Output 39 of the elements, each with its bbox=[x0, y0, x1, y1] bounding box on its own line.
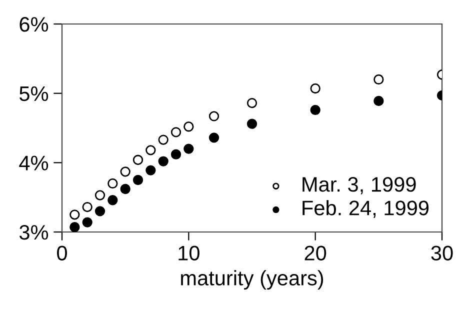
x-axis-title: maturity (years) bbox=[181, 270, 324, 290]
point bbox=[82, 217, 92, 228]
point bbox=[246, 118, 258, 129]
point bbox=[170, 149, 182, 160]
point bbox=[246, 98, 258, 108]
y-tick-label: 6% bbox=[20, 17, 48, 32]
point bbox=[132, 154, 144, 165]
point bbox=[374, 74, 384, 85]
x-tick-label: 0 bbox=[57, 246, 67, 260]
x-tick-label: 20 bbox=[304, 246, 326, 260]
x-tick-label: 30 bbox=[431, 246, 453, 260]
y-tick-label: 5% bbox=[20, 86, 48, 102]
point bbox=[82, 202, 92, 212]
point bbox=[184, 122, 194, 132]
point bbox=[170, 127, 182, 138]
point bbox=[120, 184, 130, 194]
y-tick-label: 4% bbox=[19, 156, 48, 170]
point bbox=[146, 165, 156, 176]
point bbox=[374, 96, 384, 106]
point bbox=[146, 145, 156, 156]
legend-label: Feb. 24, 1999 bbox=[302, 200, 429, 218]
y-tick-label: 3% bbox=[19, 225, 48, 240]
point bbox=[70, 210, 80, 220]
x-tick-label: 10 bbox=[178, 246, 200, 260]
point bbox=[120, 166, 130, 177]
point bbox=[70, 222, 80, 232]
point bbox=[310, 83, 320, 94]
legend-label: Mar. 3, 1999 bbox=[302, 177, 416, 194]
point bbox=[310, 104, 320, 116]
point bbox=[184, 144, 194, 154]
point bbox=[108, 178, 118, 189]
point bbox=[208, 132, 220, 143]
point bbox=[94, 190, 106, 200]
point bbox=[132, 174, 144, 186]
point bbox=[158, 156, 168, 166]
point bbox=[158, 134, 168, 145]
point bbox=[108, 195, 118, 206]
point bbox=[208, 111, 220, 122]
point bbox=[94, 206, 106, 216]
